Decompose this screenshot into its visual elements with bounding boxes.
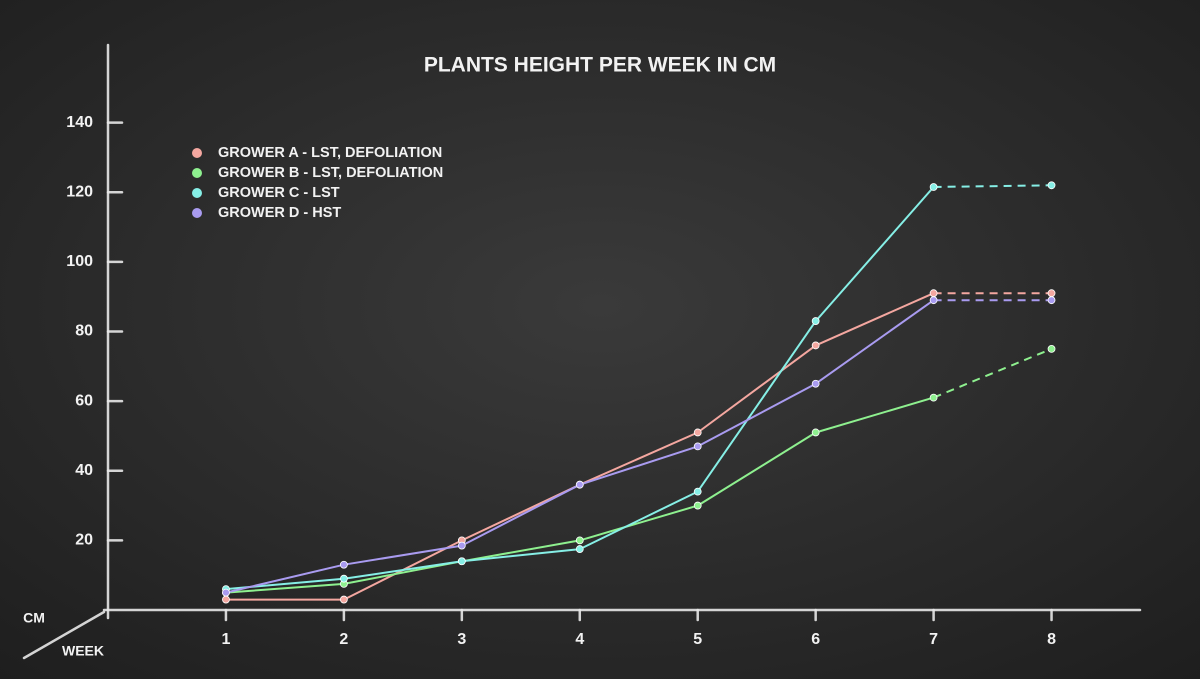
x-tick-label: 7 xyxy=(929,631,938,648)
y-tick-label: 120 xyxy=(66,183,93,200)
y-tick-label: 140 xyxy=(66,114,93,131)
point xyxy=(1047,345,1056,353)
legend-label: GROWER B - LST, DEFOLIATION xyxy=(218,165,443,181)
legend-label: GROWER A - LST, DEFOLIATION xyxy=(218,145,442,161)
legend-label: GROWER C - LST xyxy=(218,185,340,201)
point xyxy=(457,557,466,566)
point xyxy=(1047,289,1056,298)
x-tick-label: 2 xyxy=(339,631,348,648)
legend-marker xyxy=(192,208,202,218)
point xyxy=(811,379,820,388)
legend-marker xyxy=(192,148,202,158)
legend-marker xyxy=(192,168,202,178)
point xyxy=(222,588,230,597)
point xyxy=(339,595,348,604)
point xyxy=(1047,296,1056,305)
point xyxy=(222,595,230,604)
y-axis-label: CM xyxy=(23,610,45,626)
point xyxy=(1047,181,1056,190)
point xyxy=(811,341,820,350)
point xyxy=(811,428,820,437)
point xyxy=(929,183,938,191)
point xyxy=(575,480,584,489)
point xyxy=(575,536,584,545)
series-line-projection xyxy=(933,347,1052,399)
y-tick-label: 60 xyxy=(75,392,93,409)
point xyxy=(929,296,938,305)
point xyxy=(929,393,938,402)
x-tick-label: 4 xyxy=(575,631,584,648)
corner-diagonal xyxy=(22,610,106,660)
x-tick-label: 6 xyxy=(811,631,820,648)
point xyxy=(929,289,938,298)
point xyxy=(693,428,702,437)
x-axis-label: WEEK xyxy=(62,643,104,659)
y-tick-label: 20 xyxy=(75,532,93,549)
y-tick-label: 40 xyxy=(75,462,93,479)
x-tick-label: 5 xyxy=(693,631,702,648)
point xyxy=(693,487,702,496)
point xyxy=(693,442,702,451)
x-tick-label: 1 xyxy=(221,631,230,648)
series-line-projection xyxy=(933,184,1052,188)
legend-marker xyxy=(192,188,202,198)
point xyxy=(339,574,348,583)
y-tick-label: 100 xyxy=(66,253,93,270)
x-tick-label: 3 xyxy=(457,631,466,648)
y-tick-label: 80 xyxy=(75,323,93,340)
point xyxy=(575,545,584,553)
point xyxy=(339,560,348,569)
legend-label: GROWER D - HST xyxy=(218,205,341,221)
chart-title: PLANTS HEIGHT PER WEEK IN CM xyxy=(424,54,776,77)
point xyxy=(457,541,466,550)
point xyxy=(693,501,702,510)
x-tick-label: 8 xyxy=(1047,631,1056,648)
point xyxy=(811,317,820,325)
